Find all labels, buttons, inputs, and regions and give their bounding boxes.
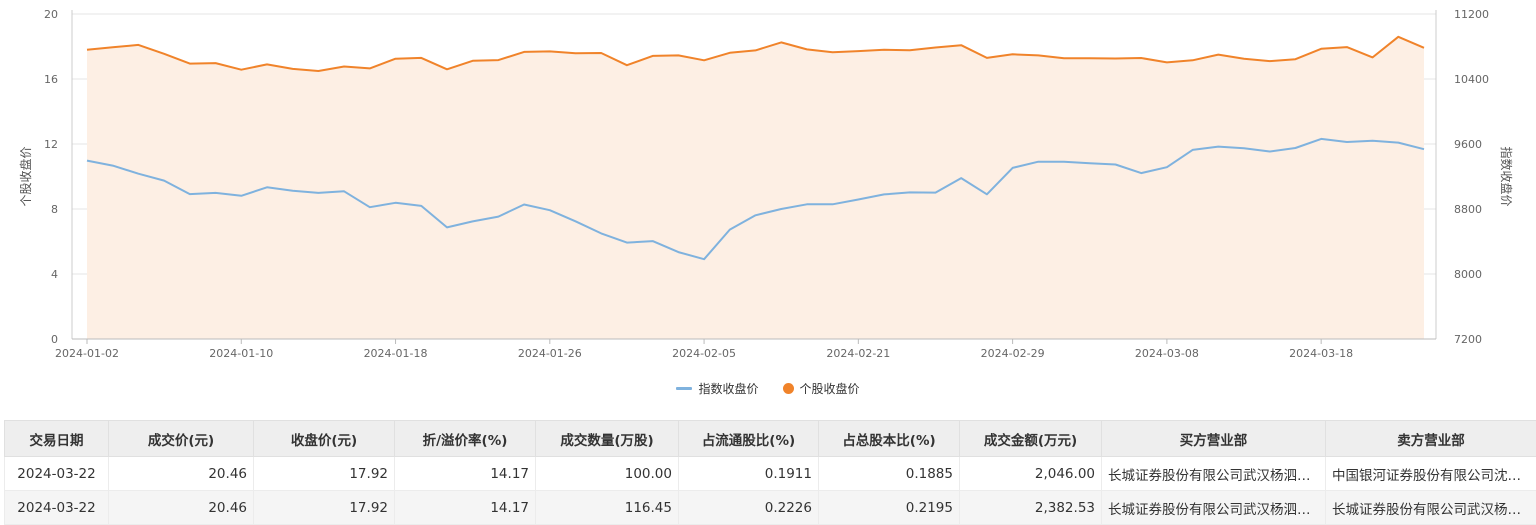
x-tick-label: 2024-01-02 xyxy=(55,347,119,360)
col-header-buyer[interactable]: 买方营业部 xyxy=(1102,421,1326,457)
y-tick-label-left: 12 xyxy=(44,138,58,151)
y-axis-title-left: 个股收盘价 xyxy=(18,146,33,206)
cell-total-ratio: 0.1885 xyxy=(819,457,960,491)
y-tick-label-right: 11200 xyxy=(1454,8,1489,21)
cell-close-price: 17.92 xyxy=(254,457,395,491)
col-header-close-price[interactable]: 收盘价(元) xyxy=(254,421,395,457)
cell-total-ratio: 0.2195 xyxy=(819,491,960,525)
x-tick-label: 2024-01-10 xyxy=(209,347,273,360)
col-header-total-ratio[interactable]: 占总股本比(%) xyxy=(819,421,960,457)
cell-premium-rate: 14.17 xyxy=(395,491,536,525)
stock-index-line-chart: 0 4 8 12 16 20 7200 8000 8800 9600 10400 11200 2024-… xyxy=(0,0,1536,405)
chart-area-fill xyxy=(87,37,1424,339)
x-tick-label: 2024-01-26 xyxy=(518,347,582,360)
legend-label-index: 指数收盘价 xyxy=(698,380,758,397)
cell-deal-price: 20.46 xyxy=(109,457,254,491)
x-tick-label: 2024-03-18 xyxy=(1289,347,1353,360)
cell-float-ratio: 0.2226 xyxy=(679,491,819,525)
cell-seller[interactable]: 中国银河证券股份有限公司沈阳北京街证券营业部 xyxy=(1326,457,1536,491)
y-tick-label-left: 0 xyxy=(51,333,58,346)
block-trade-table: 交易日期 成交价(元) 收盘价(元) 折/溢价率(%) 成交数量(万股) 占流通… xyxy=(4,420,1536,525)
legend-line-swatch xyxy=(676,387,692,390)
y-tick-label-right: 7200 xyxy=(1454,333,1482,346)
y-tick-label-right: 9600 xyxy=(1454,138,1482,151)
col-header-float-ratio[interactable]: 占流通股比(%) xyxy=(679,421,819,457)
cell-float-ratio: 0.1911 xyxy=(679,457,819,491)
col-header-amount[interactable]: 成交金额(万元) xyxy=(960,421,1102,457)
x-tick-label: 2024-01-18 xyxy=(364,347,428,360)
y-tick-label-left: 4 xyxy=(51,268,58,281)
x-tick-label: 2024-02-21 xyxy=(826,347,890,360)
col-header-date[interactable]: 交易日期 xyxy=(5,421,109,457)
cell-seller[interactable]: 长城证券股份有限公司武汉杨泗港快速路证券营业部 xyxy=(1326,491,1536,525)
y-tick-label-left: 16 xyxy=(44,73,58,86)
legend-item-index[interactable]: 指数收盘价 xyxy=(676,380,758,397)
col-header-premium-rate[interactable]: 折/溢价率(%) xyxy=(395,421,536,457)
table-header-row: 交易日期 成交价(元) 收盘价(元) 折/溢价率(%) 成交数量(万股) 占流通… xyxy=(5,421,1536,457)
table-row: 2024-03-22 20.46 17.92 14.17 116.45 0.22… xyxy=(5,491,1536,525)
x-tick-label: 2024-02-05 xyxy=(672,347,736,360)
x-tick-label: 2024-02-29 xyxy=(981,347,1045,360)
cell-buyer[interactable]: 长城证券股份有限公司武汉杨泗港快速路证券营业部 xyxy=(1102,457,1326,491)
col-header-seller[interactable]: 卖方营业部 xyxy=(1326,421,1536,457)
cell-amount: 2,382.53 xyxy=(960,491,1102,525)
cell-date: 2024-03-22 xyxy=(5,491,109,525)
cell-premium-rate: 14.17 xyxy=(395,457,536,491)
y-tick-label-right: 10400 xyxy=(1454,73,1489,86)
cell-volume: 100.00 xyxy=(536,457,679,491)
cell-date: 2024-03-22 xyxy=(5,457,109,491)
cell-buyer[interactable]: 长城证券股份有限公司武汉杨泗港快速路证券营业部 xyxy=(1102,491,1326,525)
chart-legend: 指数收盘价 个股收盘价 xyxy=(0,378,1536,398)
stock-area-fill xyxy=(87,37,1424,339)
y-tick-label-right: 8800 xyxy=(1454,203,1482,216)
x-tick-label: 2024-03-08 xyxy=(1135,347,1199,360)
y-tick-label-right: 8000 xyxy=(1454,268,1482,281)
cell-volume: 116.45 xyxy=(536,491,679,525)
legend-dot-swatch xyxy=(783,383,794,394)
legend-item-stock[interactable]: 个股收盘价 xyxy=(783,380,860,397)
col-header-deal-price[interactable]: 成交价(元) xyxy=(109,421,254,457)
col-header-volume[interactable]: 成交数量(万股) xyxy=(536,421,679,457)
cell-amount: 2,046.00 xyxy=(960,457,1102,491)
legend-label-stock: 个股收盘价 xyxy=(800,380,860,397)
y-tick-label-left: 8 xyxy=(51,203,58,216)
cell-deal-price: 20.46 xyxy=(109,491,254,525)
y-axis-title-right: 指数收盘价 xyxy=(1499,146,1514,206)
table-row: 2024-03-22 20.46 17.92 14.17 100.00 0.19… xyxy=(5,457,1536,491)
cell-close-price: 17.92 xyxy=(254,491,395,525)
y-tick-label-left: 20 xyxy=(44,8,58,21)
